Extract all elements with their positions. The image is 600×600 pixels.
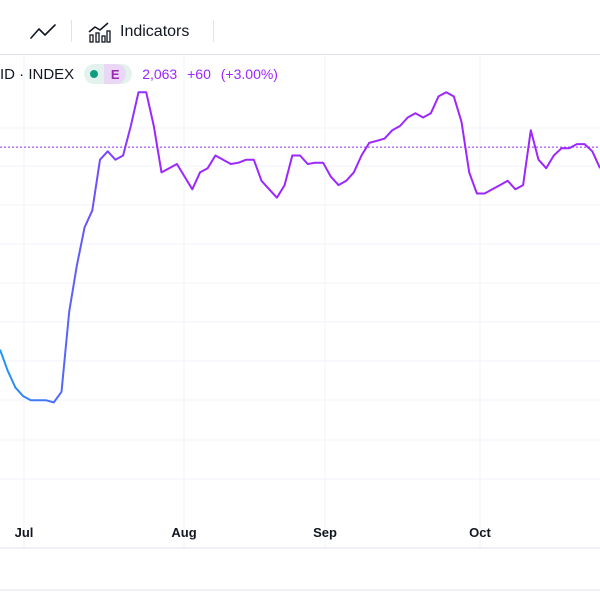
exchange-badge: E	[104, 64, 127, 84]
x-tick-label: Sep	[313, 525, 337, 540]
x-tick-label: Jul	[15, 525, 34, 540]
indicators-label: Indicators	[120, 23, 190, 40]
symbol-name[interactable]: ID · INDEX	[0, 65, 75, 83]
legend-values: 2,063 +60 (+3.00%)	[142, 66, 284, 82]
x-tick-label: Oct	[469, 525, 491, 540]
toolbar-divider	[71, 20, 72, 42]
series-legend: ID · INDEX E 2,063 +60 (+3.00%)	[0, 64, 284, 84]
chart-toolbar: Indicators	[0, 0, 600, 55]
indicators-icon	[88, 22, 111, 43]
market-status-badge[interactable]: E	[84, 64, 133, 84]
change-value: +60	[187, 66, 211, 82]
indicators-button[interactable]: Indicators	[86, 16, 189, 48]
last-value: 2,063	[142, 66, 178, 82]
series-line	[0, 91, 600, 404]
status-dot-icon	[90, 70, 99, 78]
chart-style-button[interactable]	[25, 16, 65, 48]
toolbar-divider	[213, 20, 214, 42]
line-chart-icon	[30, 24, 56, 39]
change-percent: (+3.00%)	[220, 66, 278, 82]
x-tick-label: Aug	[171, 525, 196, 540]
chart-grid	[0, 55, 600, 548]
